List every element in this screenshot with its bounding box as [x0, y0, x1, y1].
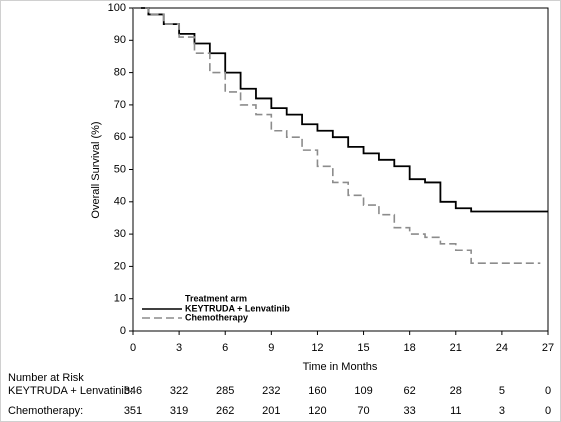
- y-tick-label: 40: [114, 196, 126, 208]
- risk-value: 11: [450, 405, 461, 417]
- x-tick-label: 27: [542, 342, 554, 354]
- risk-value: 70: [357, 405, 369, 417]
- risk-value: 0: [545, 405, 551, 417]
- risk-value: 319: [170, 405, 188, 417]
- legend-label: Chemotherapy: [185, 312, 248, 322]
- x-tick-label: 24: [496, 342, 508, 354]
- x-tick-label: 6: [222, 342, 228, 354]
- x-tick-label: 9: [268, 342, 274, 354]
- y-tick-label: 0: [120, 325, 126, 337]
- legend-title: Treatment arm: [185, 293, 247, 303]
- risk-value: 262: [216, 405, 234, 417]
- risk-value: 28: [450, 385, 462, 397]
- risk-value: 3: [499, 405, 505, 417]
- risk-value: 0: [545, 385, 551, 397]
- risk-value: 160: [308, 385, 326, 397]
- x-tick-label: 12: [311, 342, 323, 354]
- y-tick-label: 90: [114, 34, 126, 46]
- risk-value: 33: [404, 405, 416, 417]
- y-tick-label: 60: [114, 131, 126, 143]
- survival-curve: [133, 7, 548, 213]
- risk-title: Number at Risk: [8, 372, 84, 384]
- risk-value: 322: [170, 385, 188, 397]
- x-tick-label: 18: [404, 342, 416, 354]
- y-tick-label: 10: [114, 293, 126, 305]
- y-tick-label: 30: [114, 228, 126, 240]
- legend-label: KEYTRUDA + Lenvatinib: [185, 303, 290, 313]
- y-tick-label: 80: [114, 67, 126, 79]
- risk-value: 346: [124, 385, 142, 397]
- risk-value: 285: [216, 385, 234, 397]
- x-tick-label: 21: [450, 342, 462, 354]
- risk-value: 5: [499, 385, 505, 397]
- y-tick-label: 100: [108, 2, 126, 14]
- risk-row-label: Chemotherapy:: [8, 405, 83, 417]
- y-tick-label: 50: [114, 163, 126, 175]
- risk-value: 62: [404, 385, 416, 397]
- survival-curve: [133, 7, 541, 264]
- risk-value: 201: [262, 405, 280, 417]
- x-axis-label: Time in Months: [303, 361, 378, 373]
- x-tick-label: 0: [130, 342, 136, 354]
- risk-value: 232: [262, 385, 280, 397]
- risk-value: 351: [124, 405, 142, 417]
- y-tick-label: 20: [114, 260, 126, 272]
- risk-value: 109: [354, 385, 372, 397]
- risk-row-label: KEYTRUDA + Lenvatinib:: [8, 385, 133, 397]
- y-axis-label: Overall Survival (%): [90, 121, 102, 218]
- x-tick-label: 3: [176, 342, 182, 354]
- x-tick-label: 15: [357, 342, 369, 354]
- risk-value: 120: [308, 405, 326, 417]
- legend-box: [138, 293, 288, 323]
- y-tick-label: 70: [114, 99, 126, 111]
